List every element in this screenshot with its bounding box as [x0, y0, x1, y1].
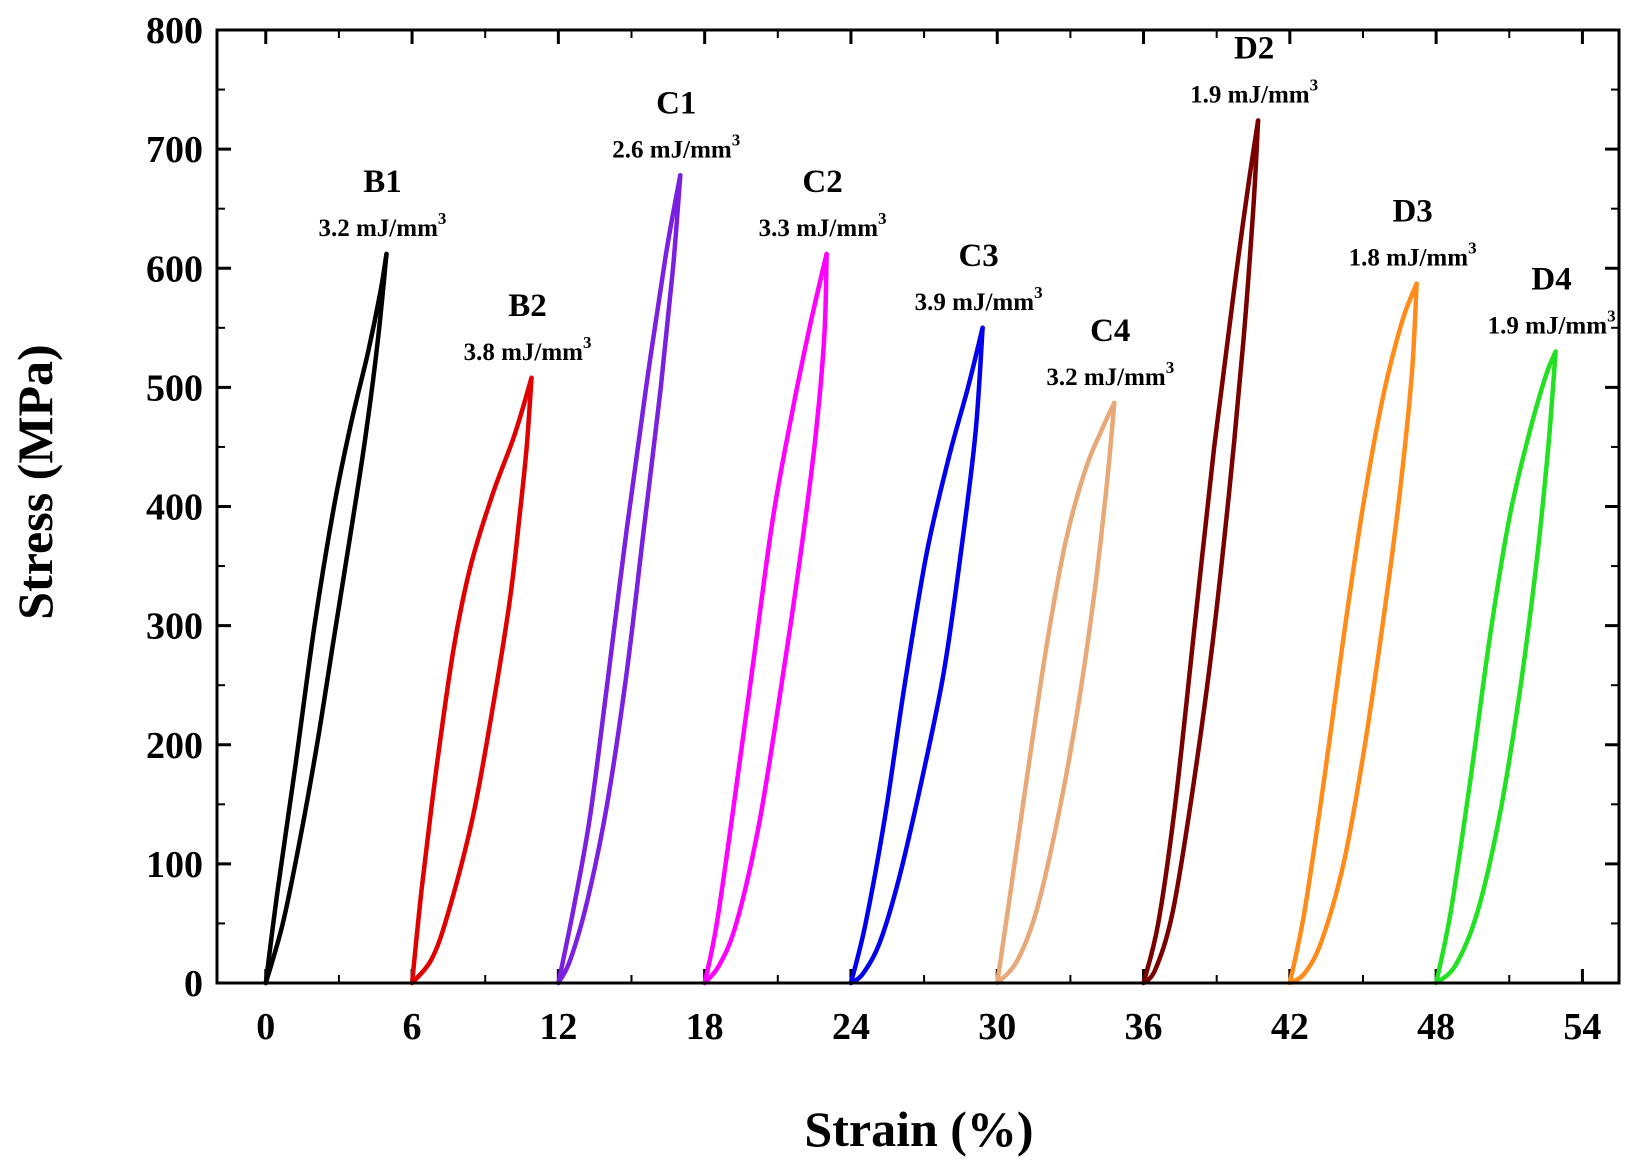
loading-curve-d3	[1287, 281, 1419, 986]
x-tick-label: 24	[832, 1006, 870, 1048]
curve-b2	[409, 375, 534, 986]
x-tick-label: 18	[686, 1006, 724, 1048]
curve-label-c3: C3	[958, 238, 998, 274]
y-tick-label: 500	[146, 367, 203, 409]
loading-curve-d2	[1141, 118, 1261, 986]
curve-c4	[994, 400, 1117, 986]
x-tick-label: 42	[1271, 1006, 1309, 1048]
curve-c2	[702, 251, 829, 986]
energy-label-c1: 2.6 mJ/mm3	[612, 130, 740, 163]
y-tick-label: 300	[146, 606, 203, 648]
loading-curve-b1	[263, 251, 389, 986]
energy-label-b2: 3.8 mJ/mm3	[464, 333, 592, 366]
x-axis-title: Strain (%)	[804, 1101, 1033, 1157]
loading-curve-d4	[1433, 349, 1558, 986]
unloading-curve-d3	[1287, 281, 1419, 986]
y-tick-label: 600	[146, 248, 203, 290]
curve-d4	[1433, 349, 1558, 986]
unloading-curve-b2	[409, 375, 534, 986]
curve-label-d3: D3	[1392, 194, 1432, 230]
curve-label-c4: C4	[1090, 313, 1130, 349]
curve-c3	[848, 325, 985, 986]
y-tick-label: 400	[146, 487, 203, 529]
energy-label-d2: 1.9 mJ/mm3	[1190, 76, 1318, 109]
curve-label-d4: D4	[1531, 262, 1571, 298]
loading-curve-c2	[702, 251, 829, 986]
y-tick-labels: 0 100 200 300 400 500 600 700 800	[146, 10, 203, 1005]
y-tick-label: 800	[146, 10, 203, 52]
y-axis-title: Stress (MPa)	[7, 344, 63, 619]
unloading-curve-c3	[848, 325, 985, 986]
y-tick-label: 0	[184, 963, 203, 1005]
y-tick-label: 700	[146, 129, 203, 171]
curve-label-b1: B1	[363, 164, 402, 200]
x-tick-label: 54	[1563, 1006, 1601, 1048]
unloading-curve-c1	[556, 173, 683, 986]
x-tick-label: 12	[539, 1006, 577, 1048]
energy-label-c2: 3.3 mJ/mm3	[759, 209, 887, 242]
unloading-curve-d2	[1141, 118, 1261, 986]
energy-label-c3: 3.9 mJ/mm3	[915, 283, 1043, 316]
curve-label-d2: D2	[1234, 31, 1274, 67]
energy-label-c4: 3.2 mJ/mm3	[1046, 358, 1174, 391]
loading-curve-c1	[556, 173, 683, 986]
x-tick-label: 36	[1125, 1006, 1163, 1048]
curve-label-c2: C2	[802, 164, 842, 200]
curve-b1	[263, 251, 389, 986]
curves-layer	[263, 118, 1558, 986]
curve-c1	[556, 173, 683, 986]
x-tick-label: 30	[978, 1006, 1016, 1048]
x-tick-label: 48	[1417, 1006, 1455, 1048]
x-tick-label: 6	[403, 1006, 422, 1048]
plot-frame	[215, 28, 1621, 985]
curve-label-b2: B2	[508, 288, 547, 324]
loading-curve-b2	[409, 375, 534, 986]
x-tick-label: 0	[256, 1006, 275, 1048]
loading-curve-c4	[994, 400, 1117, 986]
curve-annotations: B1 3.2 mJ/mm3 B2 3.8 mJ/mm3 C1 2.6 mJ/mm3 C2 3.…	[318, 31, 1615, 391]
unloading-curve-d4	[1433, 349, 1558, 986]
energy-label-b1: 3.2 mJ/mm3	[318, 209, 446, 242]
loading-curve-c3	[848, 325, 985, 986]
unloading-curve-b1	[263, 251, 389, 986]
energy-label-d3: 1.8 mJ/mm3	[1349, 239, 1477, 272]
curve-d2	[1141, 118, 1261, 986]
unloading-curve-c4	[994, 400, 1117, 986]
y-tick-label: 200	[146, 725, 203, 767]
curve-d3	[1287, 281, 1419, 986]
y-tick-label: 100	[146, 844, 203, 886]
x-tick-labels: 0 6 12 18 24 30 36 42 48 54	[256, 1006, 1601, 1048]
unloading-curve-c2	[702, 251, 829, 986]
energy-label-d4: 1.9 mJ/mm3	[1488, 307, 1616, 340]
curve-label-c1: C1	[656, 85, 696, 121]
